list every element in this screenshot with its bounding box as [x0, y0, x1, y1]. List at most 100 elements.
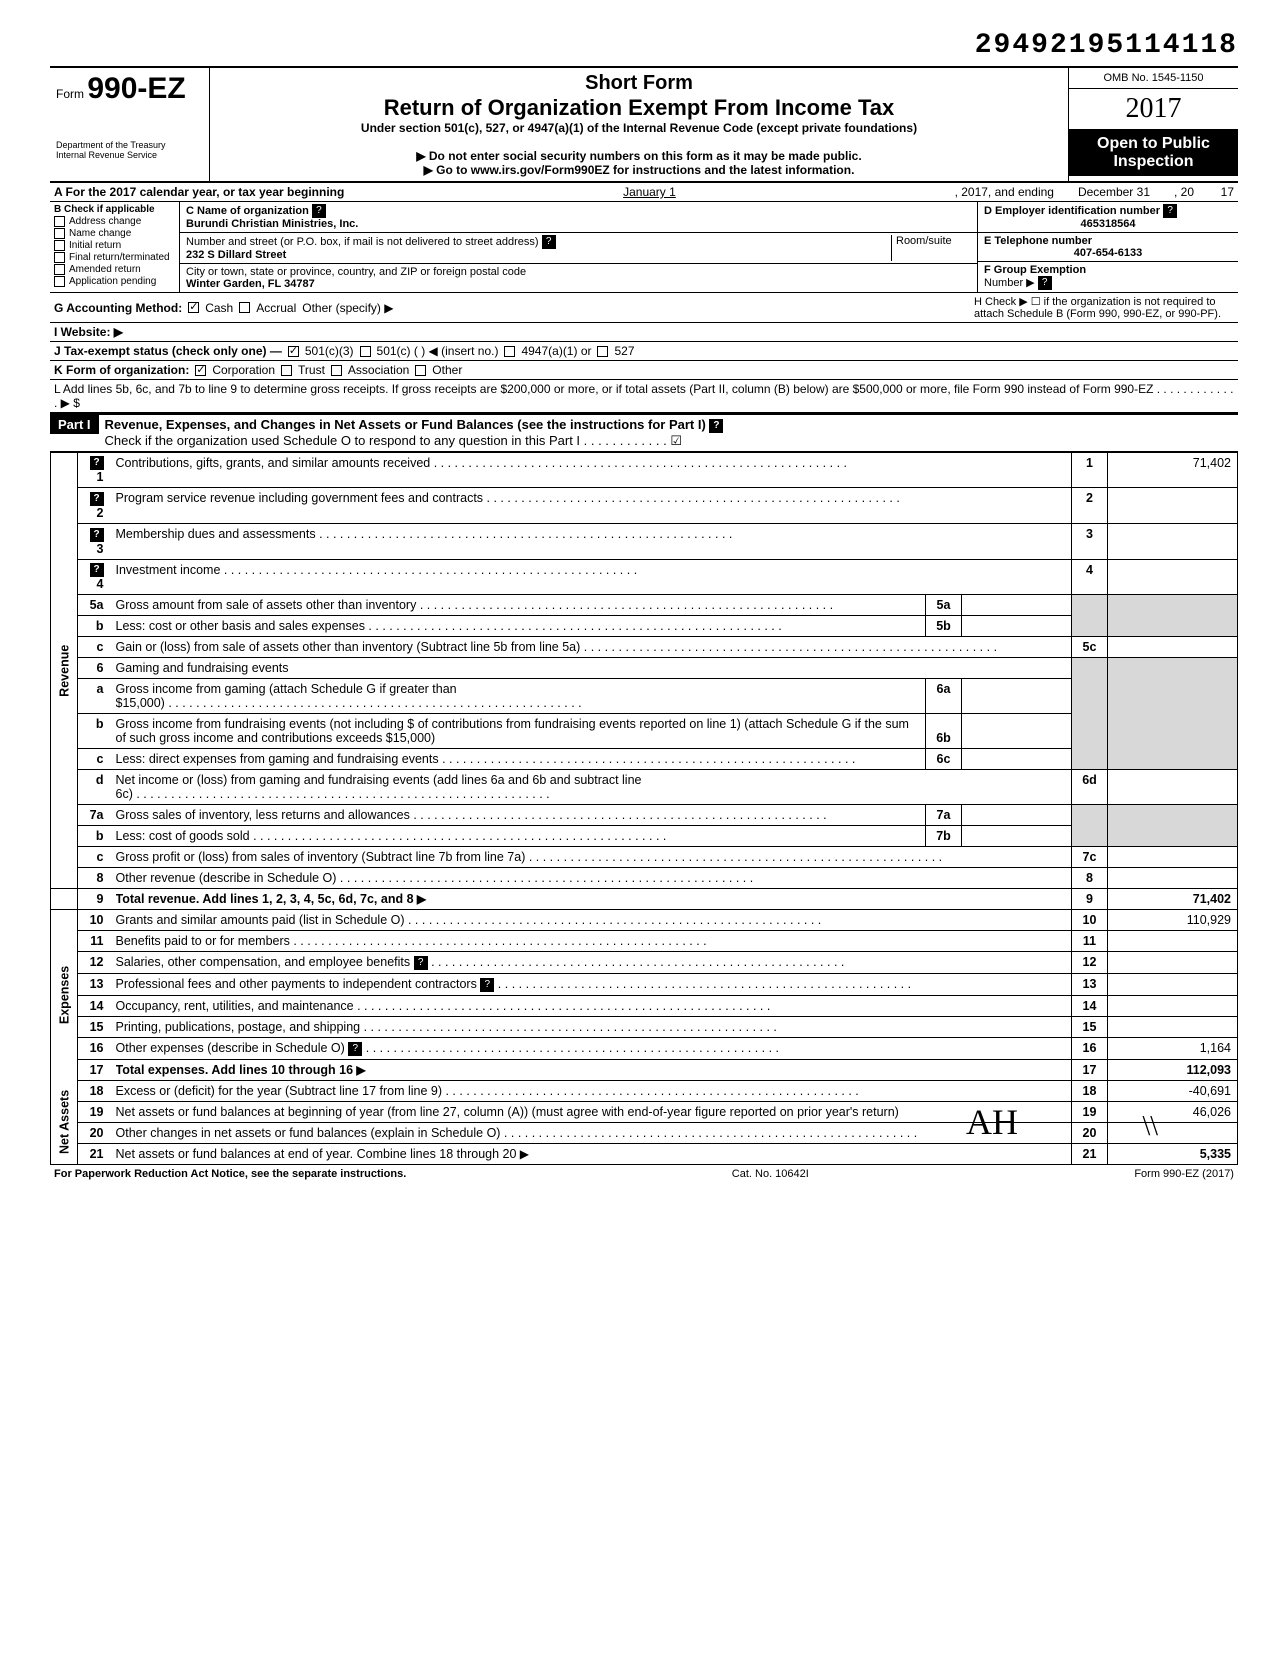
- f-label: F Group Exemption: [984, 264, 1086, 276]
- part1-title: Revenue, Expenses, and Changes in Net As…: [105, 417, 706, 432]
- line-6b-desc: Gross income from fundraising events (no…: [110, 714, 926, 749]
- tally-mark: \\: [1142, 1111, 1158, 1143]
- signature-mark: AH: [966, 1101, 1018, 1143]
- chk-name-change[interactable]: Name change: [54, 228, 175, 239]
- chk-trust[interactable]: [281, 365, 292, 376]
- subtitle-website: ▶ Go to www.irs.gov/Form990EZ for instru…: [220, 163, 1058, 177]
- line-a-mid: , 2017, and ending: [955, 185, 1054, 199]
- chk-accrual[interactable]: [239, 302, 250, 313]
- line-5b-desc: Less: cost or other basis and sales expe…: [116, 619, 920, 633]
- f-label2: Number ▶: [984, 277, 1035, 289]
- street-address: 232 S Dillard Street: [186, 249, 286, 261]
- chk-527[interactable]: [597, 346, 608, 357]
- chk-final-return[interactable]: Final return/terminated: [54, 252, 175, 263]
- line-a: A For the 2017 calendar year, or tax yea…: [50, 183, 1238, 202]
- footer-form: Form 990-EZ (2017): [1134, 1168, 1234, 1180]
- line-18-val: -40,691: [1108, 1080, 1238, 1101]
- l-text: L Add lines 5b, 6c, and 7b to line 9 to …: [54, 382, 1234, 410]
- line-6c-desc: Less: direct expenses from gaming and fu…: [116, 752, 920, 766]
- line-15-desc: Printing, publications, postage, and shi…: [116, 1020, 1066, 1034]
- line-17-val: 112,093: [1108, 1059, 1238, 1080]
- chk-501c[interactable]: [360, 346, 371, 357]
- line-1-val: 71,402: [1108, 452, 1238, 488]
- chk-cash[interactable]: [188, 302, 199, 313]
- chk-amended-return[interactable]: Amended return: [54, 264, 175, 275]
- dept-irs: Internal Revenue Service: [56, 151, 203, 161]
- line-14-desc: Occupancy, rent, utilities, and maintena…: [116, 999, 1066, 1013]
- g-other: Other (specify) ▶: [302, 301, 393, 315]
- help-icon[interactable]: ?: [542, 235, 556, 249]
- chk-other[interactable]: [415, 365, 426, 376]
- chk-association[interactable]: [331, 365, 342, 376]
- c-label: C Name of organization: [186, 205, 309, 217]
- chk-address-change[interactable]: Address change: [54, 216, 175, 227]
- city-label: City or town, state or province, country…: [186, 266, 526, 278]
- line-21-desc: Net assets or fund balances at end of ye…: [116, 1147, 1066, 1161]
- year-begin[interactable]: January 1: [344, 185, 954, 199]
- year-end-yy[interactable]: 17: [1194, 185, 1234, 199]
- section-netassets: Net Assets: [51, 1080, 78, 1164]
- e-label: E Telephone number: [984, 235, 1092, 247]
- form-number: 990-EZ: [87, 72, 185, 105]
- line-10-val: 110,929: [1108, 910, 1238, 931]
- line-12-desc: Salaries, other compensation, and employ…: [116, 955, 1066, 970]
- chk-4947[interactable]: [504, 346, 515, 357]
- line-7a-desc: Gross sales of inventory, less returns a…: [116, 808, 920, 822]
- line-6a-desc: Gross income from gaming (attach Schedul…: [116, 682, 920, 710]
- line-6-desc: Gaming and fundraising events: [110, 658, 1072, 679]
- line-a-pre: A For the 2017 calendar year, or tax yea…: [54, 185, 344, 199]
- line-16-val: 1,164: [1108, 1037, 1238, 1059]
- h-text: H Check ▶ ☐ if the organization is not r…: [974, 295, 1234, 320]
- chk-corporation[interactable]: [195, 365, 206, 376]
- section-expenses: Expenses: [51, 910, 78, 1080]
- tax-year: 2017: [1069, 89, 1238, 129]
- org-info-block: B Check if applicable Address change Nam…: [50, 202, 1238, 293]
- line-13-desc: Professional fees and other payments to …: [116, 977, 1066, 992]
- subtitle-code: Under section 501(c), 527, or 4947(a)(1)…: [220, 121, 1058, 135]
- part1-header: Part I Revenue, Expenses, and Changes in…: [50, 414, 1238, 452]
- part1-check: Check if the organization used Schedule …: [105, 433, 682, 448]
- ein: 465318564: [984, 218, 1232, 230]
- line-20-desc: Other changes in net assets or fund bala…: [116, 1126, 1066, 1140]
- line-19-desc: Net assets or fund balances at beginning…: [110, 1101, 1072, 1122]
- help-icon[interactable]: ?: [1163, 204, 1177, 218]
- part1-label: Part I: [50, 415, 99, 434]
- line-7b-desc: Less: cost of goods sold: [116, 829, 920, 843]
- year-end-label: , 20: [1174, 185, 1194, 199]
- part1-table: Revenue ? 1 Contributions, gifts, grants…: [50, 452, 1238, 1165]
- year-end-month[interactable]: December 31: [1054, 185, 1174, 199]
- col-b-heading: B Check if applicable: [54, 204, 175, 215]
- open-to-public: Open to Public Inspection: [1069, 129, 1238, 176]
- line-8-desc: Other revenue (describe in Schedule O): [116, 871, 1066, 885]
- form-header: Form 990-EZ Department of the Treasury I…: [50, 66, 1238, 183]
- help-icon[interactable]: ?: [1038, 276, 1052, 290]
- i-website: I Website: ▶: [54, 325, 123, 339]
- help-icon[interactable]: ?: [312, 204, 326, 218]
- omb-number: OMB No. 1545-1150: [1069, 68, 1238, 89]
- city-state-zip: Winter Garden, FL 34787: [186, 278, 315, 290]
- line-5c-desc: Gain or (loss) from sale of assets other…: [116, 640, 1066, 654]
- form-title: Return of Organization Exempt From Incom…: [220, 95, 1058, 121]
- line-5a-desc: Gross amount from sale of assets other t…: [116, 598, 920, 612]
- line-9-desc: Total revenue. Add lines 1, 2, 3, 4, 5c,…: [116, 892, 1066, 906]
- line-1-num: 1: [1072, 452, 1108, 488]
- org-name: Burundi Christian Ministries, Inc.: [186, 218, 358, 230]
- d-label: D Employer identification number: [984, 205, 1160, 217]
- line-1-desc: Contributions, gifts, grants, and simila…: [116, 456, 1066, 470]
- line-16-desc: Other expenses (describe in Schedule O) …: [116, 1041, 1066, 1056]
- line-2-desc: Program service revenue including govern…: [116, 491, 1066, 505]
- chk-initial-return[interactable]: Initial return: [54, 240, 175, 251]
- j-label: J Tax-exempt status (check only one) —: [54, 344, 282, 358]
- line-19-val: 46,026: [1108, 1101, 1238, 1122]
- subtitle-ssn-warning: ▶ Do not enter social security numbers o…: [220, 149, 1058, 163]
- help-icon[interactable]: ?: [709, 419, 723, 433]
- chk-application-pending[interactable]: Application pending: [54, 276, 175, 287]
- line-21-val: 5,335: [1108, 1143, 1238, 1164]
- form-prefix: Form: [56, 87, 84, 101]
- footer-left: For Paperwork Reduction Act Notice, see …: [54, 1168, 406, 1180]
- line-4-desc: Investment income: [116, 563, 1066, 577]
- line-9-val: 71,402: [1108, 889, 1238, 910]
- phone: 407-654-6133: [984, 247, 1232, 259]
- chk-501c3[interactable]: [288, 346, 299, 357]
- line-18-desc: Excess or (deficit) for the year (Subtra…: [116, 1084, 1066, 1098]
